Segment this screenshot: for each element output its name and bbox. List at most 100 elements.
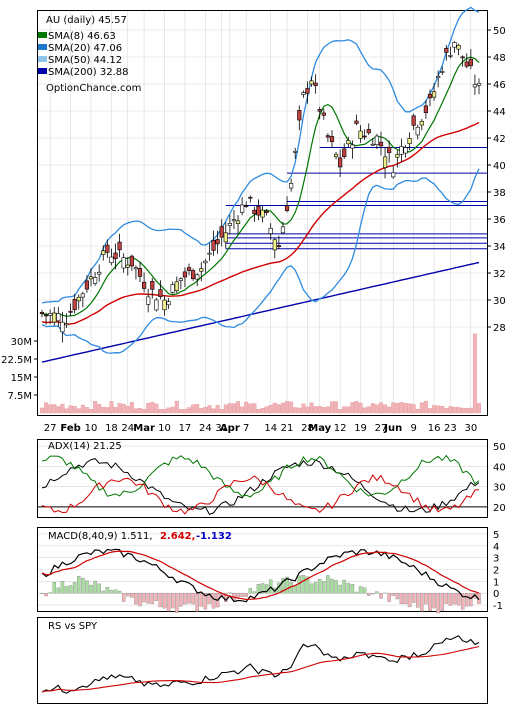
macd-tick-label: 4 [493,542,499,553]
price-tick-label: 34 [493,242,506,253]
candle-body [182,271,188,278]
candle-body [264,210,269,213]
volume-bar [338,409,343,414]
volume-tick-label: 22.5M [1,355,32,366]
volume-tick-label: 30M [11,337,32,348]
macd-histogram-bar [366,593,371,596]
macd-histogram-bar [211,593,216,609]
x-tick-label: 17 [179,423,192,434]
candle-body [382,156,388,168]
macd-histogram-bar [358,586,363,594]
volume-bar [105,407,110,414]
macd-histogram-bar [350,583,355,594]
macd-histogram-bar [326,575,330,594]
volume-bar [358,402,363,414]
legend-swatch [38,32,47,38]
volume-bar [93,401,98,414]
rs-title: RS vs SPY [48,621,98,632]
macd-histogram-bar [191,593,195,605]
candle-body [346,140,351,145]
candle-body [203,260,208,264]
candle-body [105,244,110,253]
volume-bar [379,402,383,414]
macd-histogram-bar [436,593,440,614]
macd-histogram-bar [134,593,138,605]
candle-body [48,313,53,316]
candle-body [76,296,81,302]
volume-bar [244,401,249,414]
macd-histogram-bar [252,591,257,594]
adx-panel-frame [37,439,488,518]
volume-bar [456,407,461,414]
candle-body [444,47,449,53]
volume-bar [170,406,175,414]
macd-histogram-bar [154,593,159,601]
volume-bar [248,403,253,414]
volume-bar [472,333,477,414]
volume-bar [330,401,334,414]
volume-bar [276,404,281,414]
candle-body [252,209,257,214]
volume-bar [68,405,73,414]
candle-body [68,310,73,313]
volume-bar [52,404,57,414]
candle-body [39,312,45,314]
x-tick-label: 30 [464,423,477,434]
candle-body [235,220,241,224]
legend-entry: SMA(8) 46.63 [48,31,116,42]
legend-entry: SMA(200) 32.88 [48,67,129,78]
volume-bar [428,408,432,414]
volume-bar [354,400,359,414]
macd-signal-line [41,550,480,601]
x-tick-label: Apr [220,423,240,434]
price-tick-label: 30 [493,296,506,307]
candle-body [56,313,61,322]
legend-swatch [38,44,47,50]
macd-line [41,548,480,603]
macd-tick-label: 1 [493,577,499,588]
x-tick-label: Mar [133,423,155,434]
volume-bar [56,406,61,414]
candle-body [129,255,134,267]
candle-body [125,264,130,268]
x-tick-label: 14 [264,423,277,434]
macd-histogram-bar [162,593,167,609]
macd-histogram-bar [121,593,126,602]
candle-body [333,153,339,158]
macd-tick-label: 5 [493,530,499,541]
volume-bar [97,404,102,414]
candle-body [317,109,322,112]
macd-histogram-bar [150,593,155,605]
candle-body [350,144,355,149]
volume-bar [236,401,240,414]
plus-di-line [41,454,480,498]
volume-bar [342,406,347,414]
macd-histogram-bar [420,593,424,612]
volume-bar [260,408,265,414]
candle-body [268,227,273,234]
candle-body [448,55,453,57]
legend-entry: SMA(50) 44.12 [48,55,122,66]
volume-bar [264,406,269,414]
adx-tick-label: 30 [493,483,506,494]
x-tick-label: 19 [354,423,367,434]
candle-body [374,135,379,146]
candle-body [260,209,265,218]
macd-histogram-bar [440,593,444,611]
x-tick-label: May [308,423,331,434]
price-tick-label: 46 [493,80,506,91]
x-tick-label: 27 [375,423,388,434]
volume-bar [232,403,236,414]
macd-histogram-bar [456,593,461,606]
macd-histogram-bar [113,589,118,594]
macd-histogram-bar [256,583,261,594]
macd-tick-label: 2 [493,566,499,577]
candle-body [215,239,220,245]
macd-histogram-bar [146,593,150,604]
volume-bar [321,407,326,414]
candle-body [440,71,445,73]
macd-histogram-bar [175,593,179,613]
adx-title: ADX(14) 21.25 [48,441,122,452]
volume-bar [334,401,339,414]
macd-histogram-bar [264,584,269,594]
